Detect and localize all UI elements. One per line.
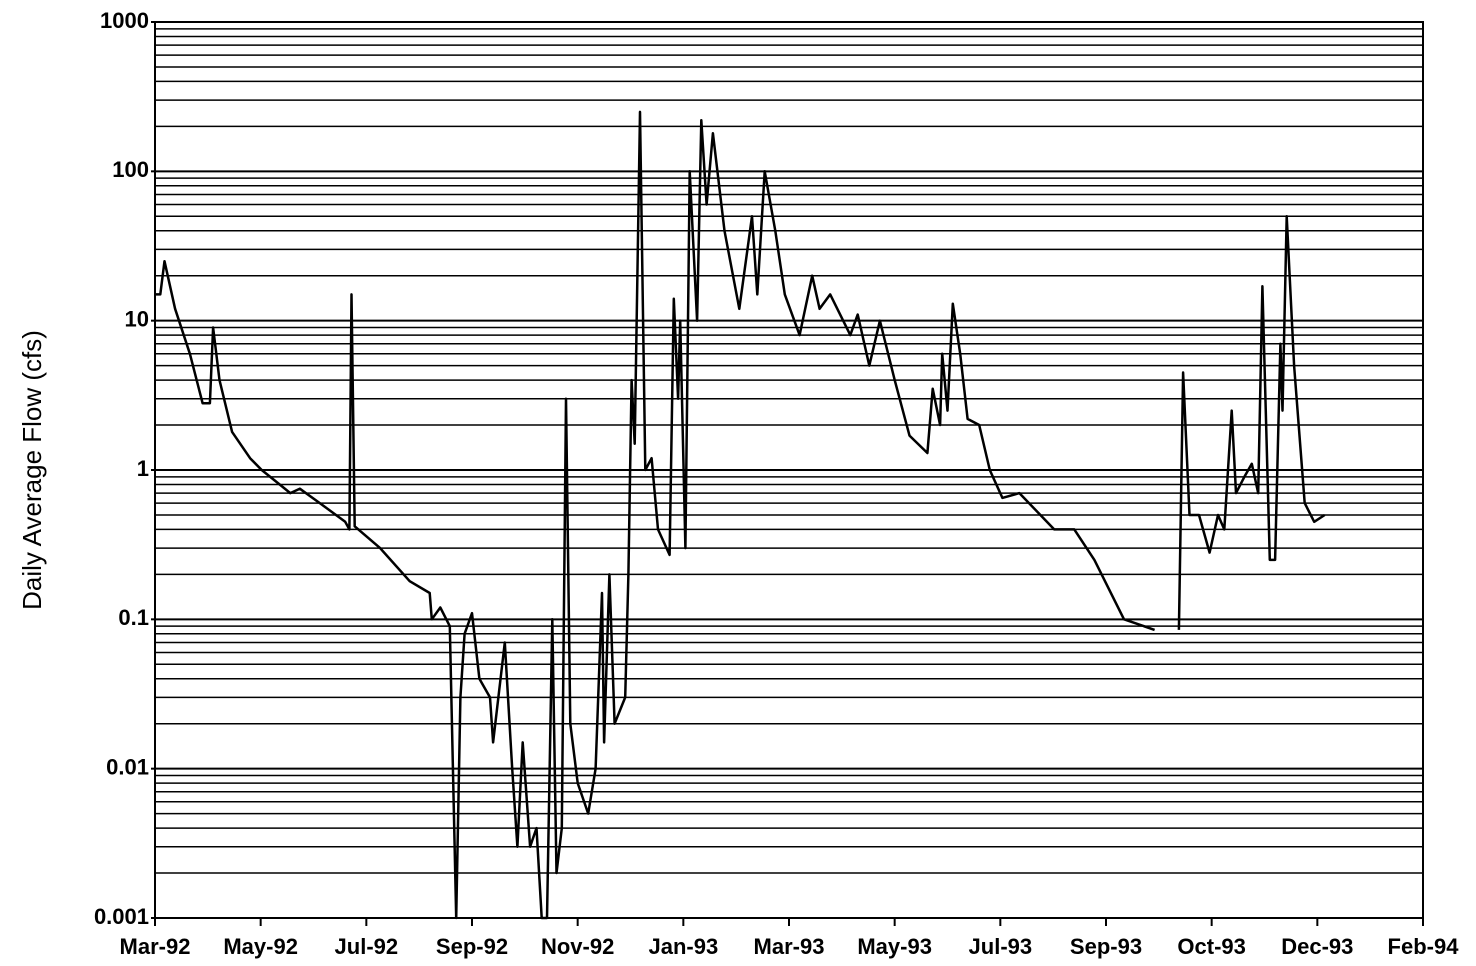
x-tick-label: Jan-93 [648, 934, 718, 959]
x-tick-label: May-93 [857, 934, 932, 959]
x-tick-label: Sep-92 [436, 934, 508, 959]
x-tick-label: Oct-93 [1177, 934, 1245, 959]
y-tick-label: 1 [137, 456, 149, 481]
x-tick-label: Sep-93 [1070, 934, 1142, 959]
y-tick-label: 1000 [100, 8, 149, 33]
plot-frame [154, 21, 1424, 919]
x-tick-label: Jul-93 [969, 934, 1033, 959]
x-tick-label: May-92 [223, 934, 298, 959]
y-tick-label: 0.001 [94, 904, 149, 929]
x-tick-label: Jul-92 [335, 934, 399, 959]
y-tick-label: 0.01 [106, 754, 149, 779]
x-tick-label: Nov-92 [541, 934, 614, 959]
y-tick-label: 10 [125, 306, 149, 331]
x-tick-label: Dec-93 [1281, 934, 1353, 959]
x-tick-label: Mar-93 [754, 934, 825, 959]
y-tick-label: 100 [112, 157, 149, 182]
x-tick-label: Mar-92 [120, 934, 191, 959]
y-tick-label: 0.1 [118, 605, 149, 630]
flow-line [155, 110, 1326, 920]
x-tick-label: Feb-94 [1388, 934, 1460, 959]
y-axis-label: Daily Average Flow (cfs) [17, 330, 47, 610]
